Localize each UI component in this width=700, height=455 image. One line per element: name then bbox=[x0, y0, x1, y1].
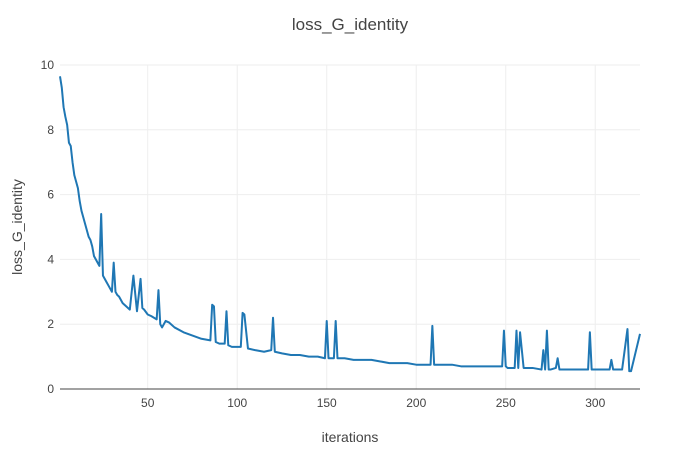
y-axis-title: loss_G_identity bbox=[9, 179, 25, 275]
y-tick-labels: 0 2 4 6 8 10 bbox=[41, 58, 55, 396]
x-tick-label: 200 bbox=[406, 396, 426, 410]
y-tick-label: 0 bbox=[47, 382, 54, 396]
y-tick-label: 6 bbox=[47, 188, 54, 202]
x-tick-label: 50 bbox=[141, 396, 155, 410]
x-axis-title: iterations bbox=[322, 429, 379, 445]
x-gridlines bbox=[147, 65, 596, 389]
x-tick-labels: 50 100 150 200 250 300 bbox=[141, 396, 606, 410]
x-tick-label: 100 bbox=[227, 396, 247, 410]
y-tick-label: 4 bbox=[47, 252, 54, 266]
y-tick-label: 10 bbox=[41, 58, 55, 72]
series-line-loss-g-identity bbox=[59, 76, 641, 373]
x-tick-label: 250 bbox=[496, 396, 516, 410]
y-tick-label: 8 bbox=[47, 123, 54, 137]
y-gridlines bbox=[60, 64, 640, 325]
x-tick-label: 300 bbox=[585, 396, 605, 410]
x-tick-label: 150 bbox=[317, 396, 337, 410]
y-tick-label: 2 bbox=[47, 317, 54, 331]
chart-title: loss_G_identity bbox=[292, 15, 409, 34]
